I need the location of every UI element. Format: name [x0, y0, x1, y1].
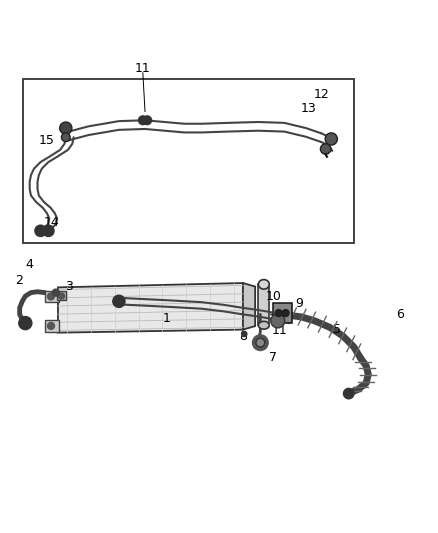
- Circle shape: [271, 314, 285, 328]
- Circle shape: [52, 289, 59, 296]
- Text: 8: 8: [239, 329, 247, 343]
- Circle shape: [35, 225, 46, 237]
- Bar: [23, 79, 354, 243]
- Circle shape: [43, 225, 54, 237]
- Text: 13: 13: [300, 102, 316, 116]
- Circle shape: [58, 293, 64, 299]
- Circle shape: [47, 322, 54, 329]
- Polygon shape: [243, 283, 255, 329]
- Bar: [272, 303, 292, 322]
- Text: 1: 1: [163, 312, 171, 325]
- Bar: [258, 284, 269, 325]
- Circle shape: [60, 122, 72, 134]
- Text: 11: 11: [271, 325, 287, 337]
- Circle shape: [113, 295, 125, 308]
- Text: 4: 4: [26, 258, 34, 271]
- Text: 12: 12: [314, 88, 329, 101]
- Bar: [57, 291, 66, 301]
- Circle shape: [47, 293, 54, 300]
- Circle shape: [325, 133, 337, 145]
- Text: 6: 6: [396, 308, 403, 321]
- Text: 9: 9: [296, 297, 304, 310]
- Text: 5: 5: [332, 323, 340, 336]
- Circle shape: [343, 389, 354, 399]
- Ellipse shape: [258, 279, 269, 289]
- Circle shape: [321, 144, 331, 154]
- Circle shape: [256, 338, 265, 347]
- Circle shape: [61, 133, 70, 142]
- Text: 11: 11: [135, 62, 151, 75]
- Circle shape: [282, 310, 289, 317]
- Text: 15: 15: [39, 134, 55, 147]
- Bar: [45, 291, 59, 302]
- Polygon shape: [58, 283, 243, 333]
- Ellipse shape: [258, 321, 269, 329]
- Circle shape: [138, 116, 147, 125]
- Text: 7: 7: [269, 351, 277, 364]
- Text: 10: 10: [265, 289, 281, 303]
- Circle shape: [275, 310, 282, 317]
- Text: 3: 3: [65, 280, 73, 294]
- Circle shape: [143, 116, 152, 125]
- Bar: [45, 320, 59, 332]
- Text: 14: 14: [43, 216, 59, 229]
- Circle shape: [19, 317, 32, 329]
- Circle shape: [253, 335, 268, 351]
- Circle shape: [242, 332, 247, 336]
- Text: 2: 2: [15, 274, 23, 287]
